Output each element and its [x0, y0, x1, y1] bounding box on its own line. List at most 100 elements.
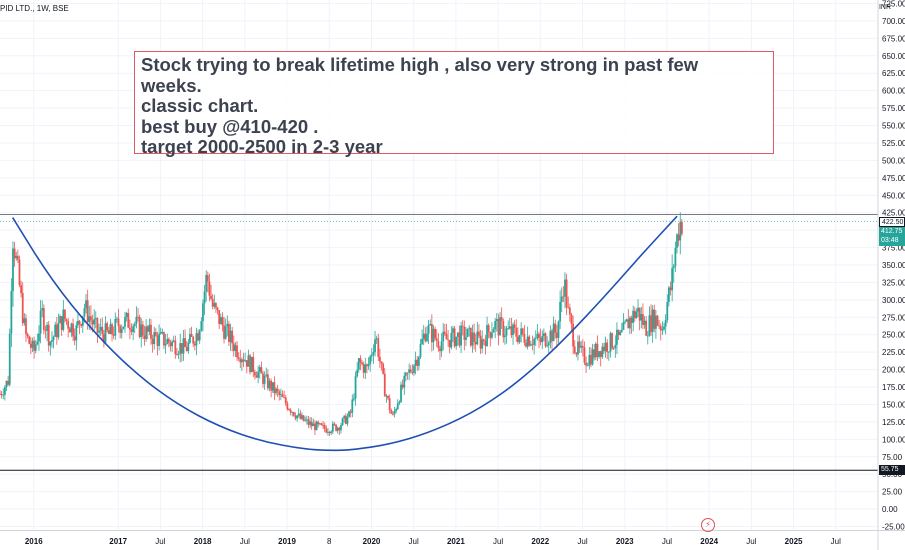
- cup-curve-drawing[interactable]: [11, 215, 678, 452]
- x-tick-label: Jul: [662, 537, 672, 546]
- candle-body: [518, 335, 521, 343]
- candle-body: [598, 351, 600, 357]
- candle-body: [541, 336, 544, 343]
- candle-body: [281, 394, 284, 398]
- candle-body: [528, 336, 531, 346]
- candle-body: [275, 388, 277, 394]
- candle-body: [680, 221, 683, 234]
- candle-body: [245, 360, 248, 367]
- candle-body: [211, 298, 214, 307]
- candle-body: [257, 371, 260, 378]
- candle-series: [0, 212, 683, 436]
- last-price-tag: 412.75: [879, 227, 905, 237]
- candle-body: [653, 309, 656, 329]
- candle-body: [476, 331, 479, 345]
- candle-body: [106, 323, 109, 331]
- candle-body: [73, 336, 76, 341]
- candle-body: [322, 424, 324, 426]
- time-axis[interactable]: 2016 2017 Jul 2018 Jul 2019 8 2020 Jul 2021 Jul 202…: [0, 530, 905, 547]
- candle-body: [81, 316, 84, 326]
- candle-body: [330, 431, 333, 433]
- symbol-title[interactable]: PID LTD., 1W, BSE: [0, 4, 69, 13]
- candle-body: [458, 332, 461, 346]
- candle-body: [416, 359, 419, 366]
- candle-body: [323, 425, 326, 430]
- candle-body: [575, 353, 578, 355]
- candle-body: [408, 369, 411, 373]
- candle-body: [210, 295, 212, 299]
- candle-body: [414, 359, 417, 366]
- x-tick-label: Jul: [155, 537, 165, 546]
- candle-body: [465, 336, 467, 340]
- candle-body: [239, 358, 242, 363]
- candle-body: [453, 328, 456, 347]
- candle-body: [549, 330, 552, 343]
- candle-body: [525, 342, 527, 347]
- candle-body: [424, 333, 427, 342]
- candle-body: [617, 329, 620, 336]
- candle-body: [380, 361, 383, 364]
- x-tick-label: 2025: [785, 537, 803, 546]
- candle-body: [140, 324, 143, 338]
- candle-body: [312, 423, 315, 427]
- candle-body: [182, 338, 185, 354]
- candle-body: [219, 317, 222, 325]
- candle-body: [351, 399, 354, 413]
- candle-body: [632, 310, 635, 323]
- candle-body: [409, 369, 412, 372]
- candle-body: [200, 321, 203, 331]
- candle-body: [150, 324, 152, 339]
- candle-body: [596, 343, 599, 357]
- candle-body: [25, 318, 27, 334]
- candle-body: [158, 333, 161, 346]
- x-tick-label: Jul: [577, 537, 587, 546]
- candle-body: [614, 344, 617, 349]
- candle-body: [289, 409, 292, 413]
- candle-body: [93, 319, 96, 325]
- annotation-textbox[interactable]: Stock trying to break lifetime high , al…: [134, 51, 774, 157]
- candle-body: [294, 415, 297, 419]
- candle-body: [460, 325, 462, 346]
- candle-body: [98, 330, 100, 333]
- y-tick-label: 525.00: [882, 139, 905, 148]
- annotation-line-1: Stock trying to break lifetime high , al…: [141, 54, 699, 75]
- candle-body: [427, 325, 430, 334]
- candle-body: [388, 398, 391, 411]
- candle-body: [588, 354, 591, 366]
- x-tick-label: 2022: [531, 537, 549, 546]
- candle-body: [271, 382, 274, 391]
- candle-body: [335, 424, 337, 431]
- candle-body: [638, 307, 641, 321]
- candle-body: [78, 320, 81, 325]
- candle-body: [327, 431, 329, 433]
- candle-body: [513, 324, 516, 328]
- y-tick-label: 200.00: [882, 366, 905, 375]
- y-tick-label: -25.00: [882, 523, 905, 532]
- candle-body: [497, 319, 500, 336]
- candle-body: [466, 328, 469, 337]
- candle-body: [606, 342, 609, 353]
- candle-body: [554, 323, 557, 333]
- y-tick-label: 300.00: [882, 296, 905, 305]
- y-tick-label: 175.00: [882, 383, 905, 392]
- candle-body: [120, 328, 123, 333]
- candle-body: [643, 320, 646, 325]
- y-tick-label: 375.00: [882, 244, 905, 253]
- lightning-icon[interactable]: ⚡: [701, 518, 715, 532]
- support-price-tag: 55.75: [879, 465, 905, 475]
- candle-body: [57, 323, 60, 338]
- candle-body: [202, 303, 204, 322]
- candle-body: [482, 339, 485, 341]
- candle-body: [331, 423, 334, 432]
- candle-body: [344, 415, 347, 424]
- candle-body: [421, 338, 424, 345]
- candle-body: [348, 411, 350, 417]
- candle-body: [447, 339, 449, 341]
- candle-body: [429, 324, 432, 326]
- candle-body: [241, 359, 243, 363]
- candle-body: [52, 336, 55, 341]
- y-tick-label: 225.00: [882, 348, 905, 357]
- candle-body: [672, 266, 675, 269]
- candle-body: [122, 326, 125, 329]
- candle-body: [374, 339, 376, 353]
